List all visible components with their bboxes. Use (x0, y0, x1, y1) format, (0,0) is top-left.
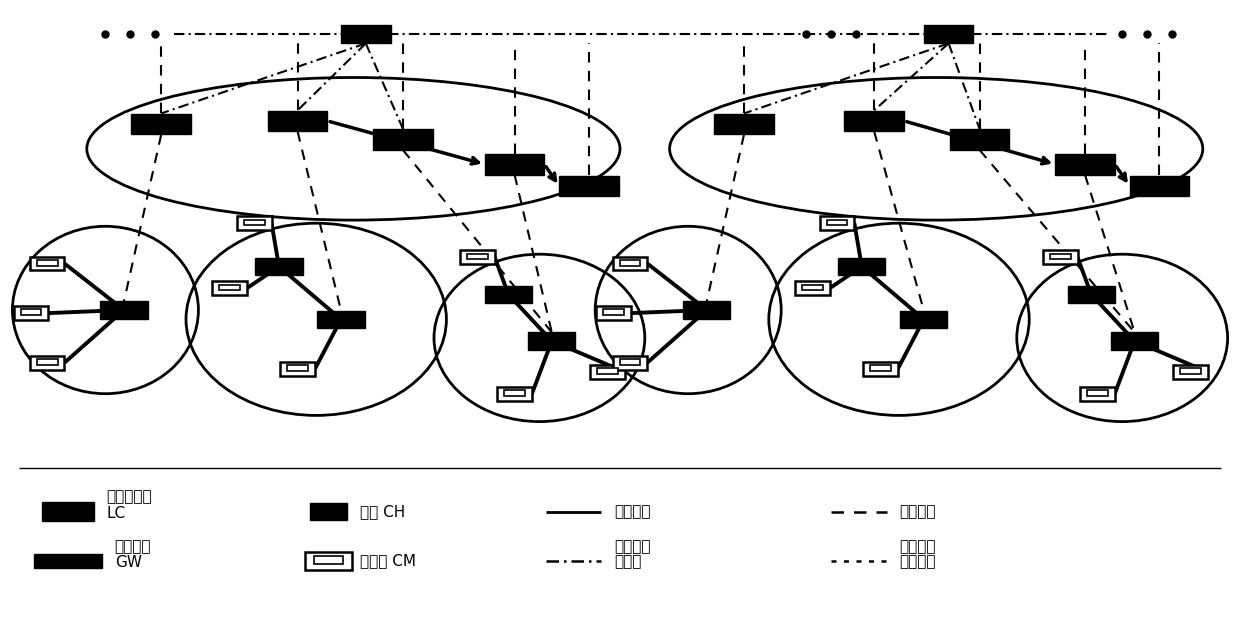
Bar (1055, 154, 1115, 175)
Bar (280, 362, 315, 376)
Bar (1087, 390, 1107, 396)
Bar (131, 113, 191, 134)
Bar (30, 257, 64, 270)
Text: GW: GW (114, 556, 141, 570)
Bar (255, 258, 303, 275)
Text: 网关节点: 网关节点 (114, 539, 151, 554)
Bar (219, 285, 239, 290)
Bar (838, 258, 885, 275)
Bar (1050, 254, 1070, 259)
Bar (820, 216, 854, 230)
Bar (924, 25, 973, 43)
Bar (42, 502, 94, 521)
Bar (212, 281, 247, 295)
Bar (288, 365, 308, 371)
Bar (596, 306, 631, 320)
Bar (14, 306, 48, 320)
Bar (795, 281, 830, 295)
Text: 层间映射: 层间映射 (899, 504, 935, 519)
Bar (244, 219, 264, 225)
Bar (590, 365, 625, 379)
Bar (485, 286, 532, 303)
Bar (37, 260, 57, 265)
Text: 本地拓扑: 本地拓扑 (614, 539, 650, 554)
Bar (485, 154, 544, 175)
Bar (844, 110, 904, 131)
Bar (604, 309, 624, 315)
Bar (21, 309, 41, 315)
Bar (620, 359, 640, 365)
Text: LC: LC (107, 506, 125, 521)
Bar (613, 356, 647, 370)
Bar (35, 554, 102, 568)
Text: 间可通信: 间可通信 (899, 554, 935, 569)
Bar (460, 250, 495, 264)
Bar (1068, 286, 1115, 303)
Bar (683, 301, 730, 319)
Bar (37, 359, 57, 365)
Bar (505, 390, 525, 396)
Bar (1080, 387, 1115, 401)
Text: 本地协调器: 本地协调器 (107, 489, 153, 504)
Bar (341, 25, 391, 43)
Bar (373, 129, 433, 149)
Text: 内可达: 内可达 (614, 554, 641, 569)
Bar (497, 387, 532, 401)
Bar (528, 332, 575, 350)
Bar (100, 301, 148, 319)
Text: 分块拓扑: 分块拓扑 (899, 539, 935, 554)
Bar (900, 311, 947, 328)
Bar (467, 254, 487, 259)
Bar (1173, 365, 1208, 379)
Bar (714, 113, 774, 134)
Bar (305, 552, 352, 570)
Bar (870, 365, 890, 371)
Bar (1111, 332, 1158, 350)
Bar (802, 285, 822, 290)
Bar (863, 362, 898, 376)
Bar (559, 176, 619, 196)
Bar (1180, 368, 1200, 374)
Bar (950, 129, 1009, 149)
Bar (268, 110, 327, 131)
Bar (1130, 176, 1189, 196)
Bar (620, 260, 640, 265)
Bar (613, 257, 647, 270)
Bar (30, 356, 64, 370)
Bar (315, 556, 342, 564)
Bar (827, 219, 847, 225)
Bar (1043, 250, 1078, 264)
Text: 直接连通: 直接连通 (614, 504, 650, 519)
Bar (598, 368, 618, 374)
Text: 簇成员 CM: 簇成员 CM (360, 554, 415, 569)
Bar (310, 503, 347, 520)
Bar (317, 311, 365, 328)
Text: 簇首 CH: 簇首 CH (360, 504, 404, 519)
Bar (237, 216, 272, 230)
